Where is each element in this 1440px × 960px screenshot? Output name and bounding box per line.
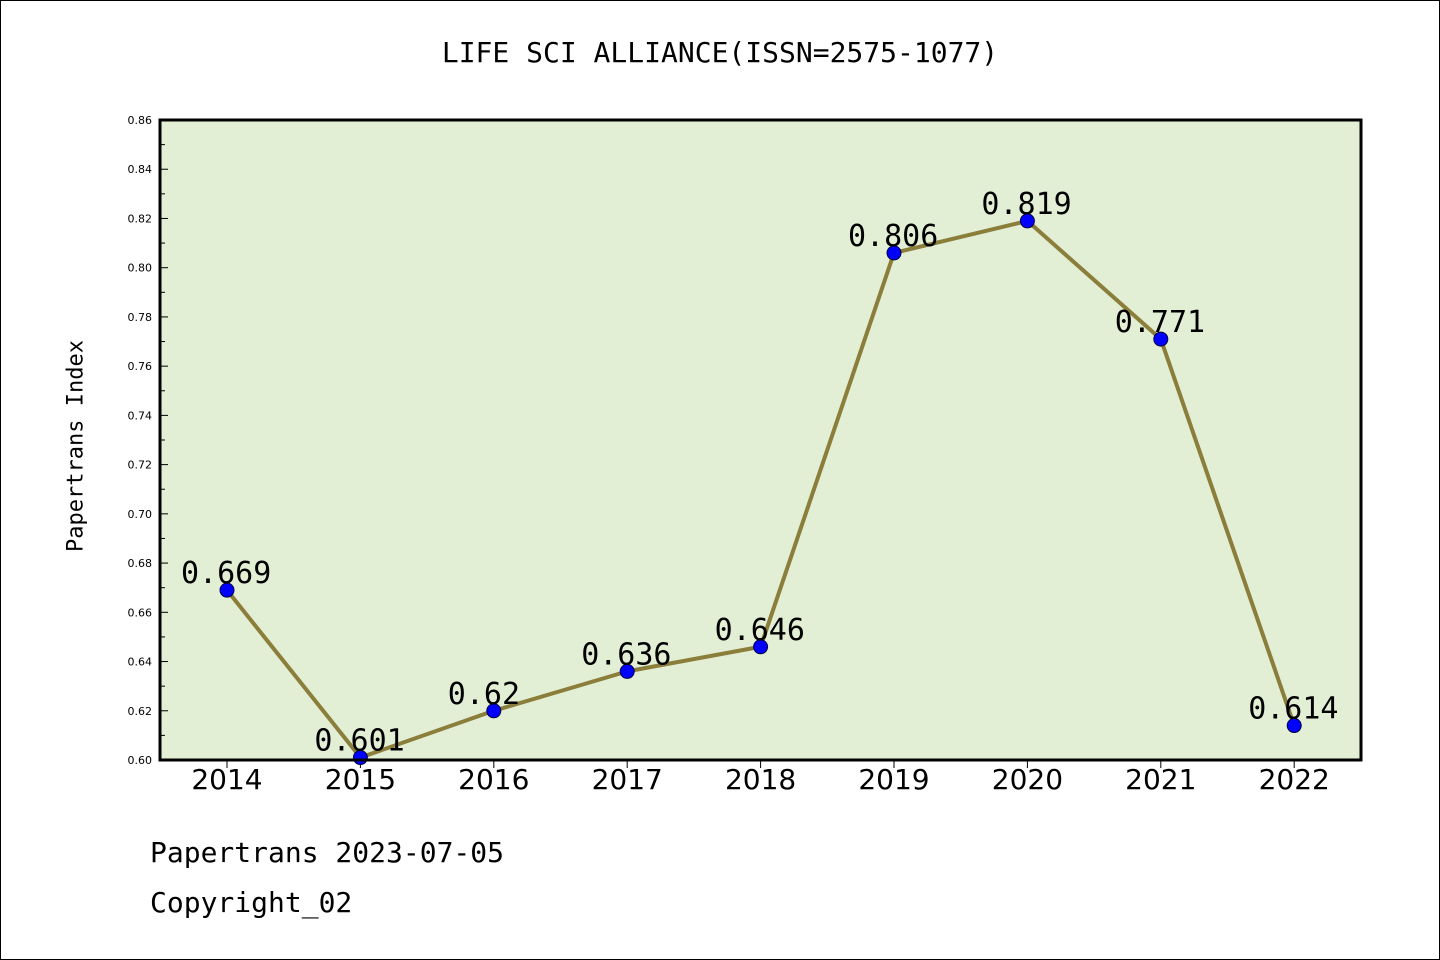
y-tick-label: 0.80 [128, 262, 153, 275]
y-tick-label: 0.76 [128, 360, 153, 373]
y-tick-label: 0.62 [128, 705, 153, 718]
footer-copyright: Copyright_02 [150, 886, 353, 919]
y-tick-label: 0.66 [128, 606, 153, 619]
x-tick-label: 2018 [725, 763, 796, 796]
x-tick-label: 2022 [1259, 763, 1330, 796]
y-tick-label: 0.86 [128, 114, 153, 127]
x-tick-label: 2015 [325, 763, 396, 796]
data-label: 0.601 [314, 724, 404, 759]
plot-border [158, 118, 1363, 762]
x-tick-label: 2014 [191, 763, 262, 796]
y-tick-label: 0.68 [128, 557, 153, 570]
x-tick-label: 2016 [458, 763, 529, 796]
data-point [886, 245, 902, 261]
data-point [219, 582, 235, 598]
x-tick-label: 2019 [858, 763, 929, 796]
data-point [1286, 718, 1302, 734]
data-point [753, 639, 769, 655]
data-point [1019, 213, 1035, 229]
data-label: 0.819 [981, 187, 1071, 222]
data-point [619, 663, 635, 679]
x-tick-label: 2017 [592, 763, 663, 796]
data-label: 0.806 [848, 219, 938, 254]
x-tick-label: 2021 [1125, 763, 1196, 796]
y-tick-label: 0.78 [128, 311, 153, 324]
data-point [1153, 331, 1169, 347]
data-label: 0.646 [715, 613, 805, 648]
data-label: 0.62 [448, 677, 520, 712]
plot-area [160, 120, 1361, 760]
y-tick-label: 0.64 [128, 656, 153, 669]
data-label: 0.614 [1248, 692, 1338, 727]
data-label: 0.669 [181, 556, 271, 591]
y-tick-label: 0.70 [128, 508, 153, 521]
y-tick-label: 0.60 [128, 754, 153, 767]
footer-date: Papertrans 2023-07-05 [150, 836, 505, 869]
y-tick-label: 0.82 [128, 212, 153, 225]
chart-title: LIFE SCI ALLIANCE(ISSN=2575-1077) [441, 36, 999, 69]
y-tick-label: 0.72 [128, 459, 153, 472]
y-tick-label: 0.74 [128, 409, 153, 422]
y-tick-label: 0.84 [128, 163, 153, 176]
x-tick-label: 2020 [992, 763, 1063, 796]
data-label: 0.771 [1115, 305, 1205, 340]
data-point [486, 703, 502, 719]
data-label: 0.636 [581, 637, 671, 672]
